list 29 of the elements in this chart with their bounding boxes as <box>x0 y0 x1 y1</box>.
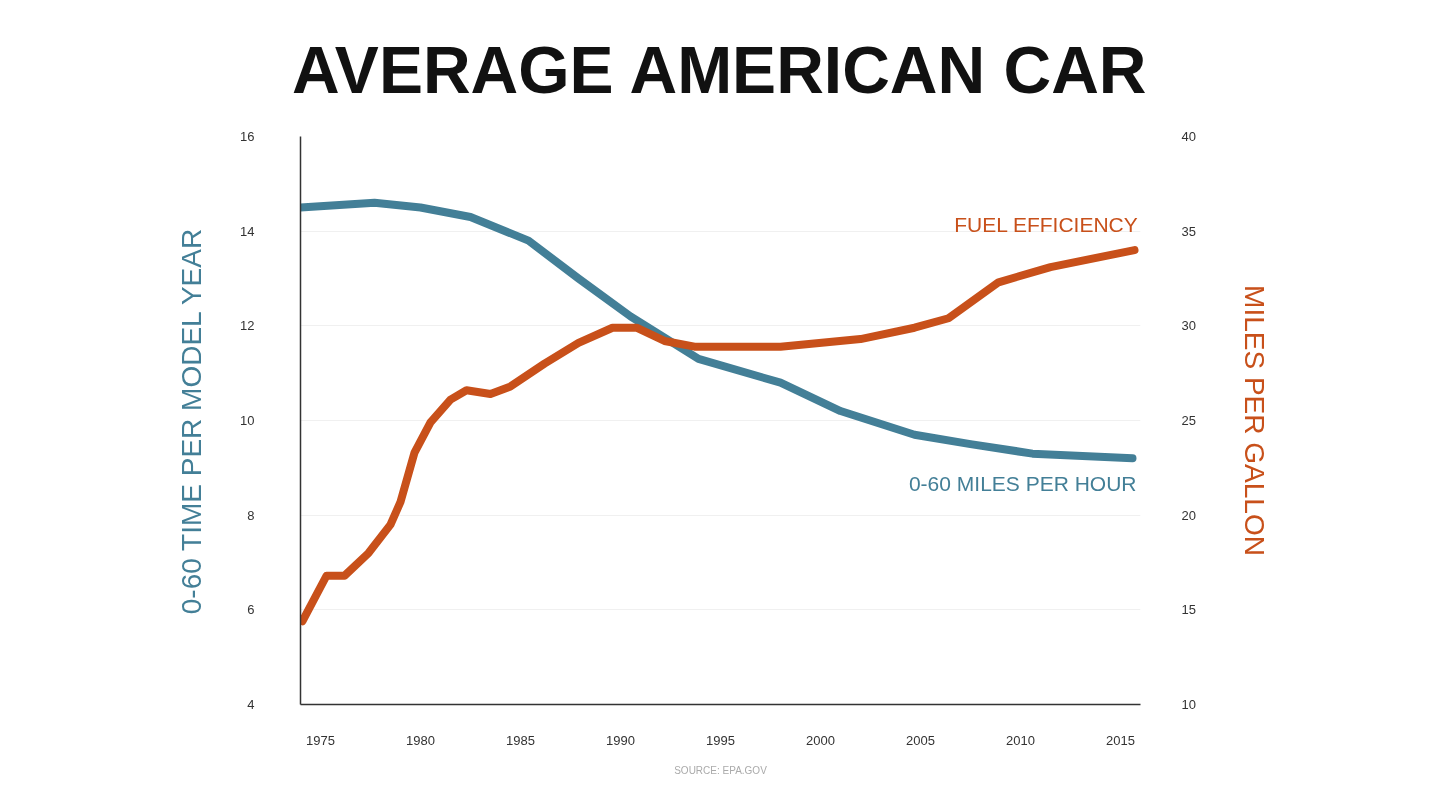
x-tick-label: 2000 <box>806 732 835 748</box>
series-label: FUEL EFFICIENCY <box>954 213 1138 237</box>
y2-axis-title: MILES PER GALLON <box>1238 285 1270 556</box>
x-tick-label: 1980 <box>406 732 435 748</box>
chart-title: AVERAGE AMERICAN CAR <box>292 32 1147 107</box>
series-label: 0-60 MILES PER HOUR <box>908 472 1137 496</box>
y2-tick-label: 25 <box>1181 413 1196 428</box>
y-tick-label: 14 <box>240 223 255 239</box>
y2-tick-label: 20 <box>1181 507 1196 523</box>
y2-tick-label: 30 <box>1181 318 1196 334</box>
x-tick-label: 1995 <box>706 732 735 748</box>
y-tick-label: 12 <box>240 318 255 334</box>
x-tick-label: 2010 <box>1006 732 1035 748</box>
x-tick-label: 1990 <box>606 732 635 748</box>
y-axis-title: 0-60 TIME PER MODEL YEAR <box>176 228 208 615</box>
y2-tick-label: 35 <box>1181 223 1196 239</box>
y2-tick-label: 15 <box>1181 602 1196 618</box>
y2-tick-label: 40 <box>1181 129 1196 144</box>
source-note: SOURCE: EPA.GOV <box>674 764 768 776</box>
y-tick-label: 8 <box>247 507 255 523</box>
y-tick-label: 16 <box>240 129 255 144</box>
y-tick-label: 6 <box>247 602 255 618</box>
x-tick-label: 2015 <box>1106 732 1135 748</box>
x-tick-label: 2005 <box>906 732 935 748</box>
x-tick-label: 1975 <box>306 732 335 748</box>
y2-tick-label: 10 <box>1181 697 1196 712</box>
y-tick-label: 4 <box>247 697 255 712</box>
x-tick-label: 1985 <box>506 732 535 748</box>
y-tick-label: 10 <box>240 413 255 428</box>
